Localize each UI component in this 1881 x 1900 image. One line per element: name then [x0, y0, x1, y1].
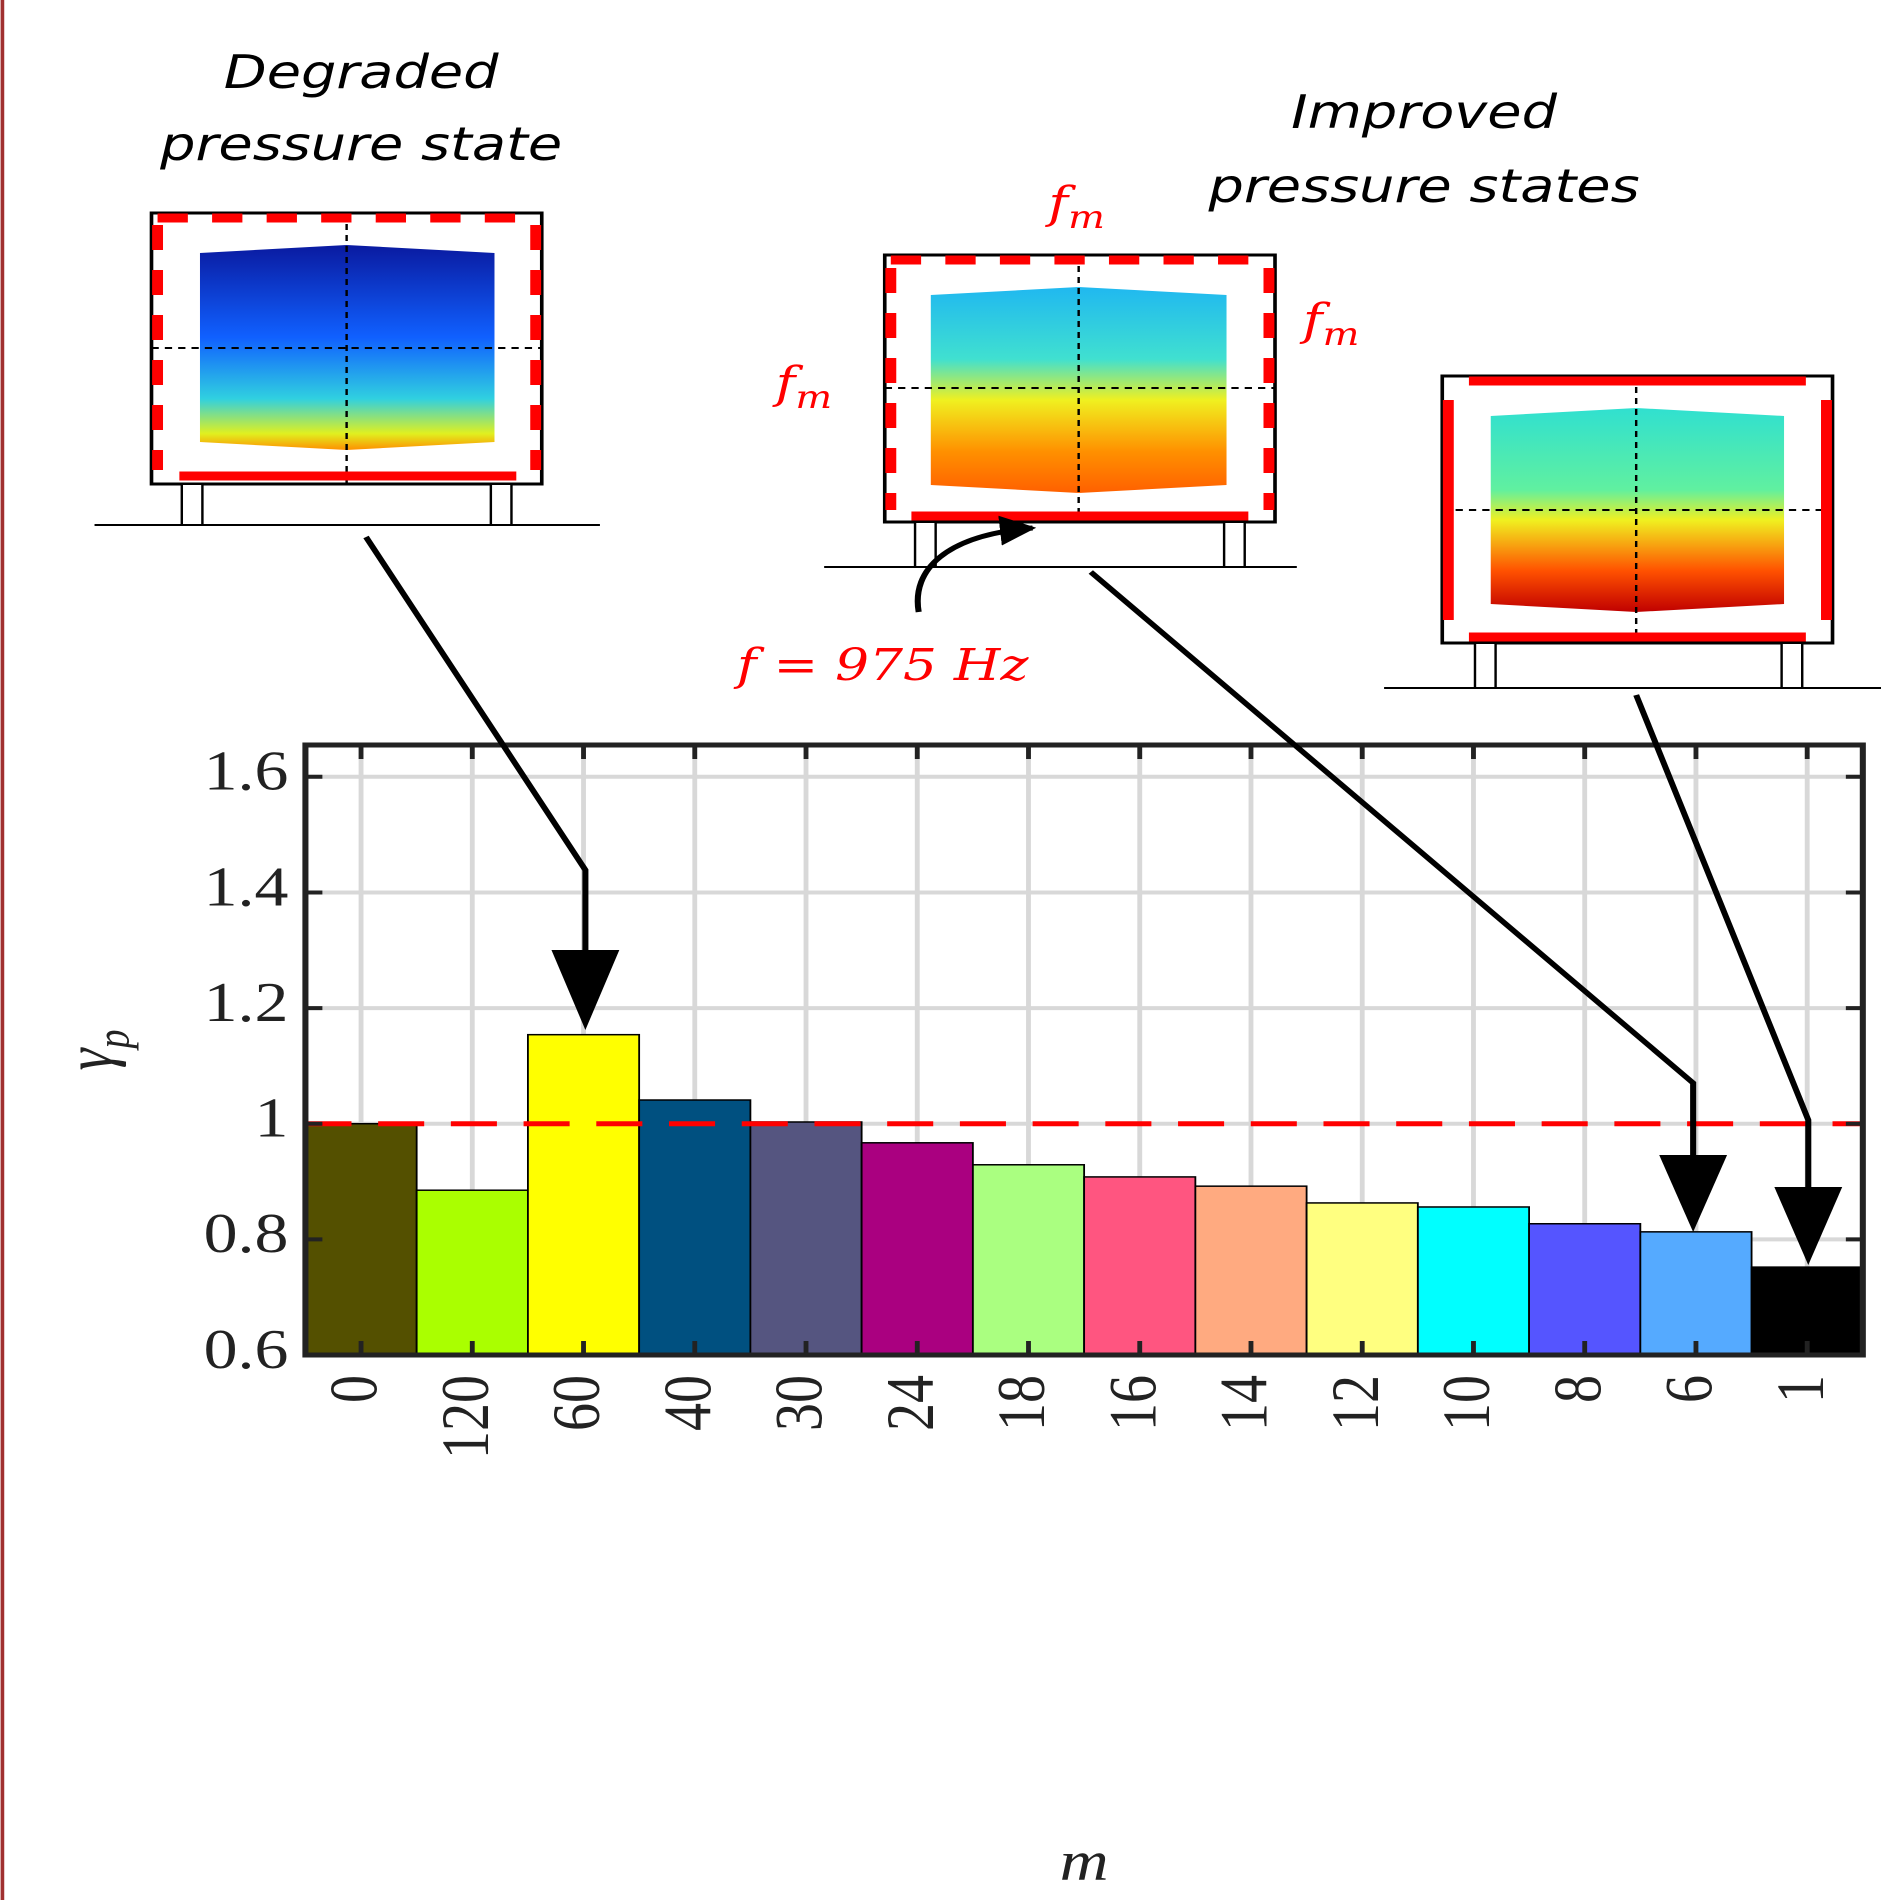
x-tick-label: 6	[1653, 1375, 1727, 1403]
x-tick-label: 0	[318, 1375, 392, 1403]
bar	[1305, 1202, 1419, 1356]
annotation: Improved	[1291, 87, 1557, 140]
bar	[526, 1033, 641, 1356]
y-tick-label: 1.6	[204, 741, 289, 802]
pressure-diagram	[94, 211, 600, 526]
fm-label: fm	[1045, 177, 1105, 236]
x-tick-label: 120	[429, 1375, 503, 1459]
x-tick-label: 8	[1541, 1375, 1615, 1403]
x-tick-label: 40	[651, 1375, 725, 1431]
bar	[1083, 1176, 1197, 1356]
plot-frame	[302, 742, 1866, 1358]
annotation: pressure states	[1207, 161, 1639, 214]
annotation: pressure state	[159, 119, 562, 172]
x-tick-label: 24	[874, 1375, 948, 1431]
y-tick-label: 1.2	[204, 972, 289, 1033]
bar	[638, 1099, 752, 1356]
x-tick-label: 16	[1096, 1375, 1170, 1431]
bar	[749, 1121, 863, 1356]
x-tick-label: 18	[985, 1375, 1059, 1431]
pressure-diagram	[1384, 374, 1881, 689]
y-tick-label: 1.4	[204, 857, 289, 918]
fm-label: fm	[1300, 294, 1360, 353]
bar	[1639, 1231, 1753, 1356]
annotation: Degraded	[224, 47, 499, 100]
pointer-arrows	[363, 535, 1843, 1265]
y-axis-label: γp	[53, 1029, 140, 1070]
pressure-diagram	[824, 253, 1297, 568]
y-axis-symbol: γ	[53, 1047, 127, 1070]
bar	[1416, 1206, 1531, 1356]
x-tick-label: 30	[763, 1375, 837, 1431]
frequency-label: f = 975 Hz	[734, 639, 1029, 690]
x-tick-label: 12	[1319, 1375, 1393, 1431]
y-axis-subscript: p	[88, 1029, 139, 1051]
bar	[304, 1122, 418, 1356]
annotation-arrow	[914, 515, 1037, 613]
bar	[1528, 1222, 1642, 1356]
y-tick-label: 1	[255, 1088, 289, 1149]
bar	[971, 1164, 1086, 1356]
plot: 0 120 60 40 30 24 18 16 14 12 10 8 6 1 0.6 0.8 1 1.2 1.4 1.…	[53, 741, 1866, 1893]
bar	[1194, 1185, 1308, 1356]
y-tick-label: 0.8	[204, 1204, 289, 1265]
x-tick-label: 14	[1208, 1375, 1282, 1431]
fm-label: fm	[772, 357, 832, 416]
y-tick-label: 0.6	[204, 1319, 289, 1380]
x-tick-label: 60	[540, 1375, 614, 1431]
bar	[860, 1142, 974, 1356]
bar	[415, 1189, 529, 1356]
x-tick-label: 10	[1430, 1375, 1504, 1431]
x-axis-label: m	[1060, 1831, 1109, 1892]
x-tick-label: 1	[1764, 1375, 1838, 1403]
